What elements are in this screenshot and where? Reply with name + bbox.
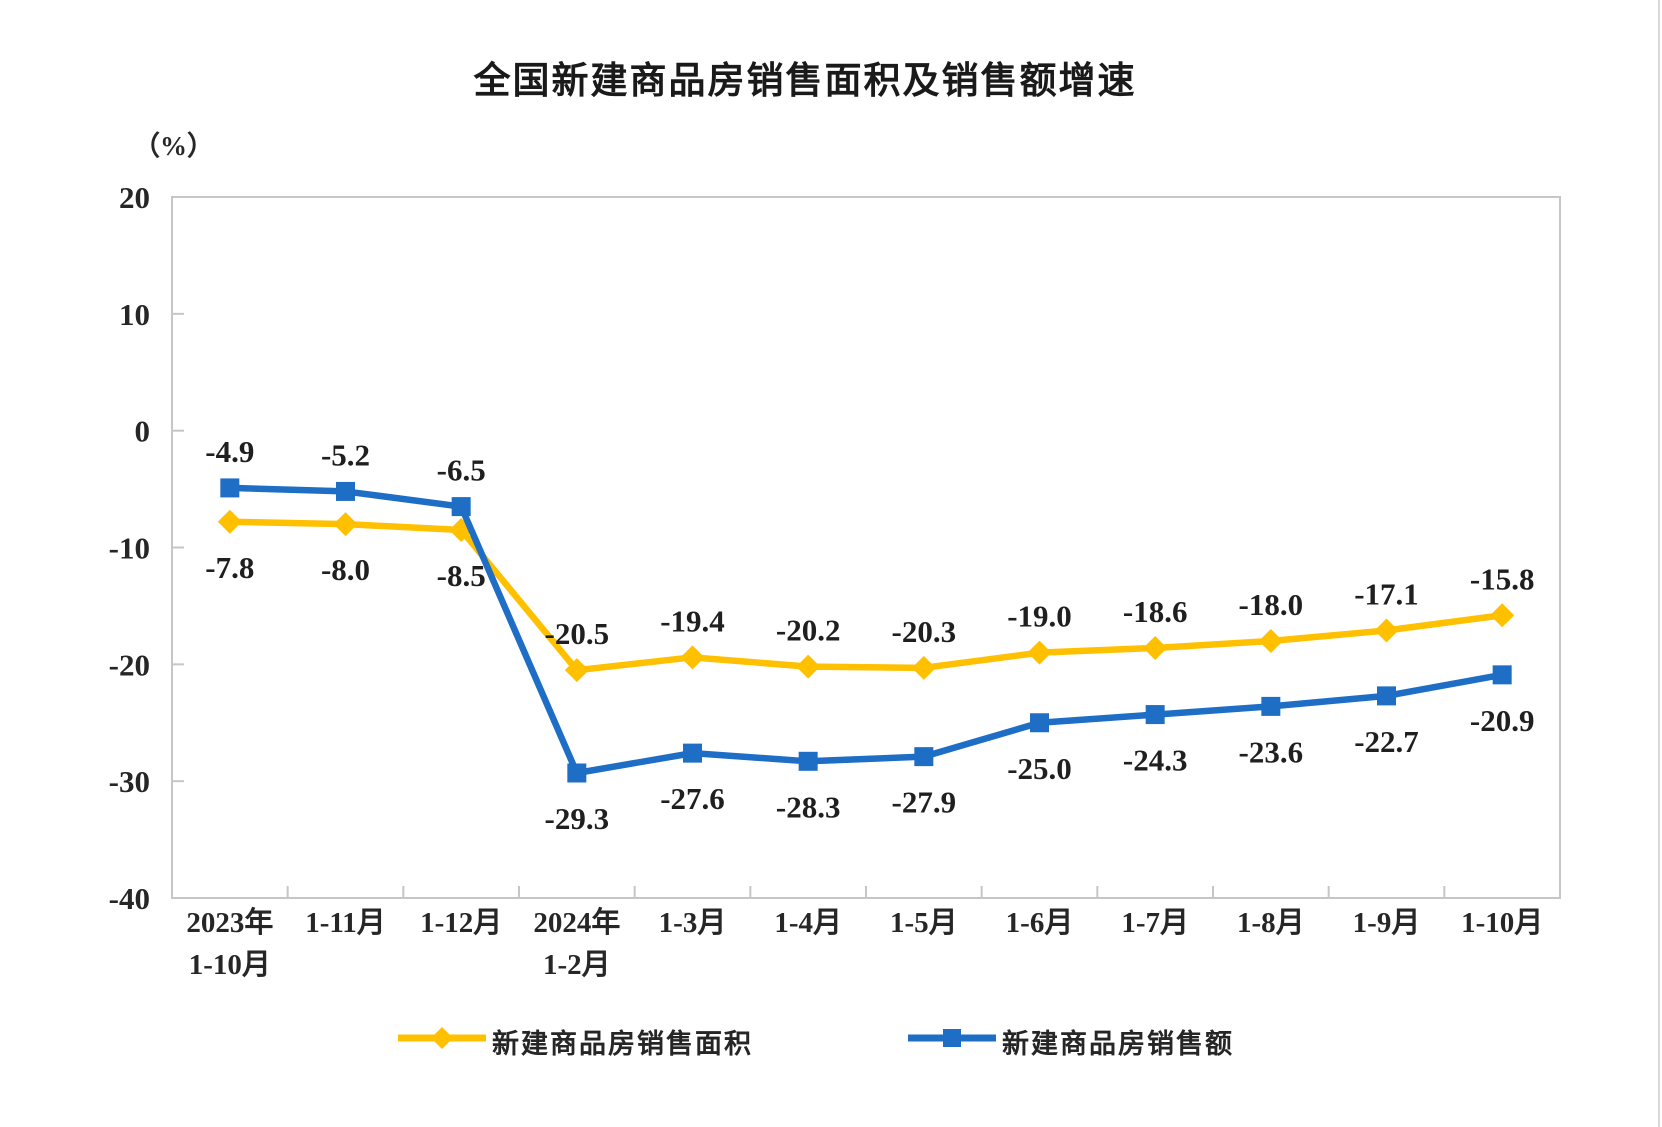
x-axis-label: 1-6月	[1006, 907, 1074, 939]
marker-square-icon	[798, 751, 818, 771]
chart-title: 全国新建商品房销售面积及销售额增速	[473, 60, 1137, 101]
y-axis-tick-label: -10	[109, 531, 150, 566]
legend-label-sales-amount: 新建商品房销售额	[1002, 1029, 1234, 1059]
x-axis-label: 1-10月	[1461, 907, 1543, 939]
y-axis-unit-label: （%）	[133, 131, 214, 161]
data-label: -27.6	[660, 781, 725, 816]
marker-diamond-icon	[1490, 603, 1515, 628]
x-axis-label: 1-10月	[189, 949, 271, 981]
marker-diamond-icon	[564, 658, 589, 683]
x-axis-label: 2023年	[186, 905, 273, 939]
data-label: -5.2	[321, 437, 370, 472]
x-axis-label: 1-4月	[774, 907, 842, 939]
marker-diamond-icon	[217, 509, 242, 534]
data-label: -8.0	[321, 552, 370, 587]
x-axis-label: 1-7月	[1121, 907, 1189, 939]
data-label: -22.7	[1354, 724, 1419, 759]
page-right-border	[1658, 0, 1660, 1127]
data-label: -20.3	[892, 614, 957, 649]
y-axis-tick-label: 20	[119, 180, 150, 215]
data-label: -7.8	[205, 550, 254, 585]
data-label: -6.5	[437, 453, 486, 488]
marker-diamond-icon	[333, 512, 358, 537]
data-label: -25.0	[1007, 751, 1072, 786]
x-axis-label: 1-2月	[543, 949, 611, 981]
legend-marker-diamond-icon	[431, 1027, 453, 1049]
data-label: -20.5	[545, 616, 610, 651]
x-axis-label: 2024年	[533, 905, 620, 939]
data-label: -8.5	[437, 558, 486, 593]
marker-diamond-icon	[796, 654, 821, 679]
y-axis-tick-label: -20	[109, 647, 150, 682]
marker-diamond-icon	[1027, 640, 1052, 665]
marker-square-icon	[1030, 713, 1049, 733]
series-line-2	[226, 484, 1506, 777]
x-axis-label: 1-9月	[1353, 907, 1421, 939]
data-label: -19.0	[1007, 599, 1072, 634]
data-label: -18.0	[1239, 587, 1304, 622]
marker-square-icon	[220, 478, 240, 498]
data-label: -19.4	[660, 603, 725, 638]
x-axis-label: 1-5月	[890, 907, 958, 939]
data-label: -20.2	[776, 613, 841, 648]
data-label: -29.3	[545, 801, 610, 836]
data-label: -18.6	[1123, 594, 1188, 629]
marker-diamond-icon	[1143, 635, 1168, 660]
marker-square-icon	[1492, 665, 1512, 685]
marker-diamond-icon	[911, 655, 936, 680]
marker-diamond-icon	[1374, 618, 1399, 643]
marker-square-icon	[451, 497, 471, 517]
y-axis-tick-label: 10	[119, 297, 150, 332]
marker-square-icon	[1145, 705, 1165, 725]
data-label: -27.9	[892, 785, 957, 820]
legend-label-sales-area: 新建商品房销售面积	[492, 1029, 753, 1059]
marker-diamond-icon	[680, 645, 705, 670]
legend-marker-square-icon	[943, 1029, 961, 1047]
marker-square-icon	[683, 743, 702, 763]
data-label: -24.3	[1123, 743, 1188, 778]
x-axis-label: 1-11月	[305, 907, 386, 939]
data-label: -20.9	[1470, 703, 1535, 738]
data-label: -4.9	[205, 434, 254, 469]
x-axis-label: 1-8月	[1237, 907, 1305, 939]
marker-square-icon	[336, 481, 355, 501]
y-axis-tick-label: -30	[109, 764, 150, 799]
x-axis-label: 1-12月	[420, 907, 502, 939]
marker-square-icon	[1261, 696, 1281, 716]
data-label: -28.3	[776, 789, 841, 824]
marker-square-icon	[567, 763, 587, 783]
y-axis-tick-label: -40	[109, 881, 150, 916]
x-axis-label: 1-3月	[659, 907, 727, 939]
data-label: -15.8	[1470, 561, 1535, 596]
marker-diamond-icon	[1258, 628, 1283, 653]
data-label: -23.6	[1239, 734, 1304, 769]
data-label: -17.1	[1354, 576, 1419, 611]
marker-square-icon	[914, 747, 934, 767]
series-line-1	[226, 518, 1506, 674]
plot-border	[171, 196, 1561, 899]
marker-square-icon	[1377, 686, 1396, 706]
y-axis-tick-label: 0	[135, 414, 151, 449]
